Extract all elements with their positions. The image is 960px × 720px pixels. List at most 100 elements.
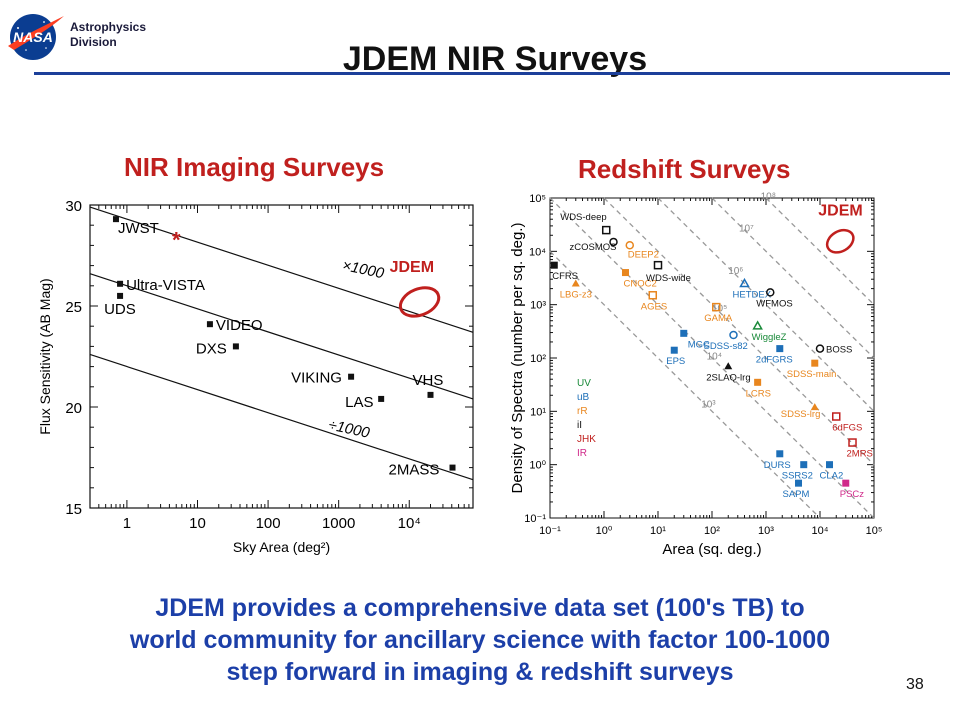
y-tick-label: 10⁰ — [529, 460, 546, 472]
iso-line-2 — [549, 197, 875, 519]
point-ssrs2 — [800, 461, 808, 469]
y-axis-label: Flux Sensitivity (AB Mag) — [37, 278, 53, 434]
point-label-durs: DURS — [764, 460, 791, 471]
division-label: Astrophysics Division — [70, 20, 150, 50]
point-label-6dfgs: 6dFGS — [832, 423, 862, 434]
division-text: Astrophysics Division — [70, 20, 147, 49]
y-tick-label: 10¹ — [530, 406, 546, 418]
point-boss — [815, 344, 825, 353]
point-wfmos — [766, 288, 775, 297]
x-tick-label: 10² — [704, 525, 720, 537]
y-tick-label: 30 — [65, 198, 82, 215]
iso-label-6: 10⁸ — [761, 191, 776, 202]
point-label-sdss-main: SDSS-main — [787, 369, 837, 380]
point-label-las: LAS — [345, 394, 373, 411]
point-label-ultra-vista: Ultra-VISTA — [126, 277, 205, 294]
point-label-wigglez: WiggleZ — [752, 332, 787, 343]
y-tick-label: 10³ — [530, 300, 546, 312]
iso-label-4: 10⁶ — [728, 266, 743, 277]
point-6dfgs — [832, 412, 841, 421]
nasa-logo: NASA — [8, 14, 64, 60]
point-label-deep2: DEEP2 — [628, 249, 659, 260]
point-zcosmos — [609, 237, 618, 247]
point-label-boss: BOSS — [826, 345, 852, 356]
star-marker: * — [172, 227, 181, 252]
point-dxs — [232, 343, 239, 350]
point-label-2dfgrs: 2dFGRS — [756, 355, 793, 366]
x-tick-label: 100 — [256, 515, 281, 532]
legend-item-jhk: JHK — [577, 434, 596, 445]
plot-frame — [89, 204, 474, 509]
x-tick-label: 10⁴ — [398, 515, 421, 532]
redshift-survey-chart: 10⁻¹ 10⁰ 10¹ 10² 10³ 10⁴ 10⁵ 10⁻¹ 10⁰ 10¹ 10² 10³ 10… — [509, 191, 882, 558]
x-tick-label: 10⁻¹ — [539, 525, 561, 537]
x-tick-label: 1000 — [322, 515, 355, 532]
point-las — [378, 395, 385, 402]
point-ages — [648, 291, 658, 300]
point-label-video: VIDEO — [216, 317, 263, 334]
logo-text: NASA — [13, 29, 53, 45]
point-label-dxs: DXS — [196, 340, 227, 357]
page-number: 38 — [906, 676, 924, 693]
summary-line-2: world community for ancillary science wi… — [129, 626, 831, 654]
iso-line-1 — [549, 250, 821, 519]
point-label-sdss-lrg: SDSS-lrg — [781, 409, 821, 420]
right-chart-heading: Redshift Surveys — [578, 154, 791, 184]
x-tick-label: 10⁴ — [812, 525, 829, 537]
point-2mrs — [848, 438, 857, 447]
legend-item-uv: UV — [577, 378, 591, 389]
point-label-zcosmos: zCOSMOS — [570, 242, 617, 253]
point-uds — [117, 292, 124, 299]
point-label-sapm: SAPM — [783, 489, 810, 500]
summary-line-1: JDEM provides a comprehensive data set (… — [155, 594, 805, 622]
point-label-wds-deep: WDS-deep — [560, 212, 606, 223]
legend-item-ir: IR — [577, 448, 587, 459]
point-label-hetdex: HETDEX — [733, 289, 772, 300]
sensitivity-line-2 — [89, 273, 474, 400]
x-tick-label: 10³ — [758, 525, 774, 537]
point-label-ages: AGES — [641, 301, 667, 312]
x-axis-label: Sky Area (deg²) — [233, 539, 330, 555]
point-durs — [776, 450, 784, 458]
point-label-2mrs: 2MRS — [847, 449, 873, 460]
point-wds-wide — [653, 260, 663, 270]
y-axis-label: Density of Spectra (number per sq. deg.) — [509, 223, 526, 494]
point-wds-deep — [601, 225, 611, 235]
legend-item-rr: rR — [577, 406, 588, 417]
point-hetdex — [739, 277, 750, 288]
point-lcrs — [754, 378, 762, 386]
point-sdss-main — [811, 359, 819, 367]
point-jwst — [112, 216, 119, 223]
legend-item-ii: iI — [577, 420, 582, 431]
point-2mass — [449, 464, 456, 471]
point-gama — [712, 302, 721, 312]
point-viking — [348, 373, 355, 380]
point-eps — [670, 346, 678, 354]
jdem-ellipse-left — [398, 286, 441, 318]
x-tick-label: 10 — [189, 515, 206, 532]
point-pscz — [842, 479, 850, 487]
left-chart-heading: NIR Imaging Surveys — [124, 152, 385, 182]
point-lbg-z3 — [571, 279, 580, 287]
point-label-uds: UDS — [104, 301, 136, 318]
point-ultra-vista — [117, 280, 124, 287]
point-cla2 — [826, 461, 834, 469]
y-tick-label: 10⁻¹ — [524, 513, 546, 525]
point-video — [206, 321, 213, 328]
point-wigglez — [752, 320, 763, 330]
summary-line-3: step forward in imaging & redshift surve… — [226, 658, 734, 686]
point-label-cla2: CLA2 — [820, 471, 844, 482]
page-title: JDEM NIR Surveys — [342, 40, 648, 78]
y-tick-label: 20 — [65, 400, 82, 417]
point-deep2 — [625, 241, 635, 250]
y-tick-label: 10⁴ — [529, 246, 546, 258]
point-label-eps: EPS — [666, 356, 685, 367]
iso-label-2: 10⁴ — [707, 351, 722, 362]
point-2slaq-lrg — [724, 362, 733, 370]
point-label-viking: VIKING — [291, 370, 342, 387]
point-2dfgrs — [776, 345, 784, 353]
point-label-vhs: VHS — [413, 372, 444, 389]
point-label-pscz: PSCz — [840, 489, 865, 500]
point-cnoc2 — [621, 269, 629, 277]
point-cfrs — [550, 261, 558, 269]
